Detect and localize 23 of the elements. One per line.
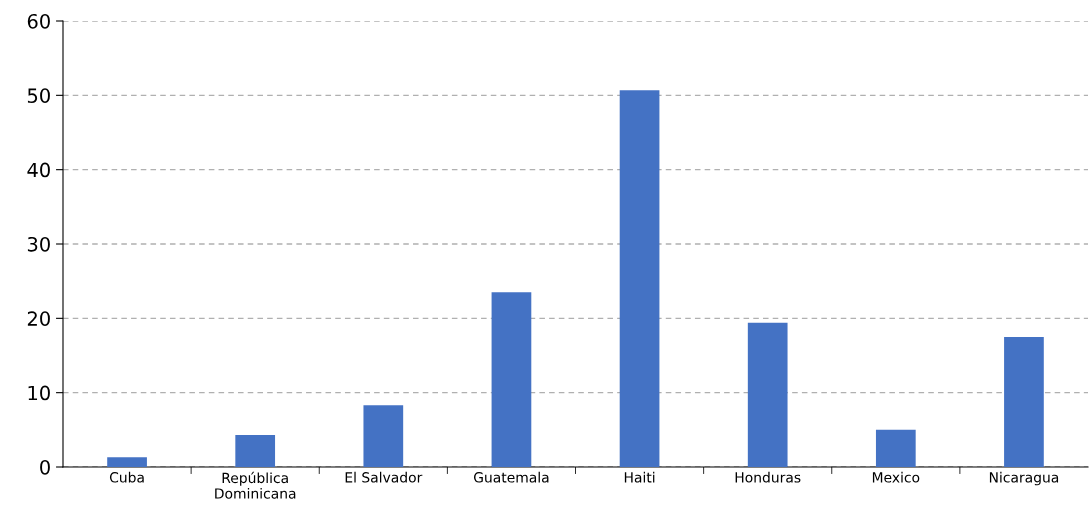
bar: [107, 457, 147, 467]
y-tick-label: 0: [40, 459, 50, 475]
x-tick-label: Nicaragua: [989, 471, 1059, 486]
y-tick-label: 30: [27, 236, 50, 252]
y-tick-label: 40: [27, 162, 50, 178]
y-tick-label: 50: [27, 88, 50, 103]
y-tick-label: 10: [28, 385, 50, 401]
x-tick-label: Guatemala: [473, 471, 549, 483]
bar: [619, 90, 660, 467]
y-tick-label: 60: [27, 13, 50, 29]
x-tick-label: Cuba: [109, 471, 144, 483]
x-tick-label: Haiti: [624, 471, 655, 483]
bar: [1004, 336, 1044, 467]
x-tick-label: Mexico: [872, 471, 920, 483]
bar: [875, 429, 916, 467]
bar: [363, 405, 404, 467]
bar: [491, 292, 532, 467]
x-tick-label: República Dominicana: [215, 471, 296, 499]
y-tick-label: 20: [27, 311, 50, 326]
x-tick-label: El Salvador: [345, 471, 423, 483]
bar: [235, 435, 276, 467]
bar: [747, 322, 788, 467]
x-tick-label: Honduras: [735, 471, 801, 483]
